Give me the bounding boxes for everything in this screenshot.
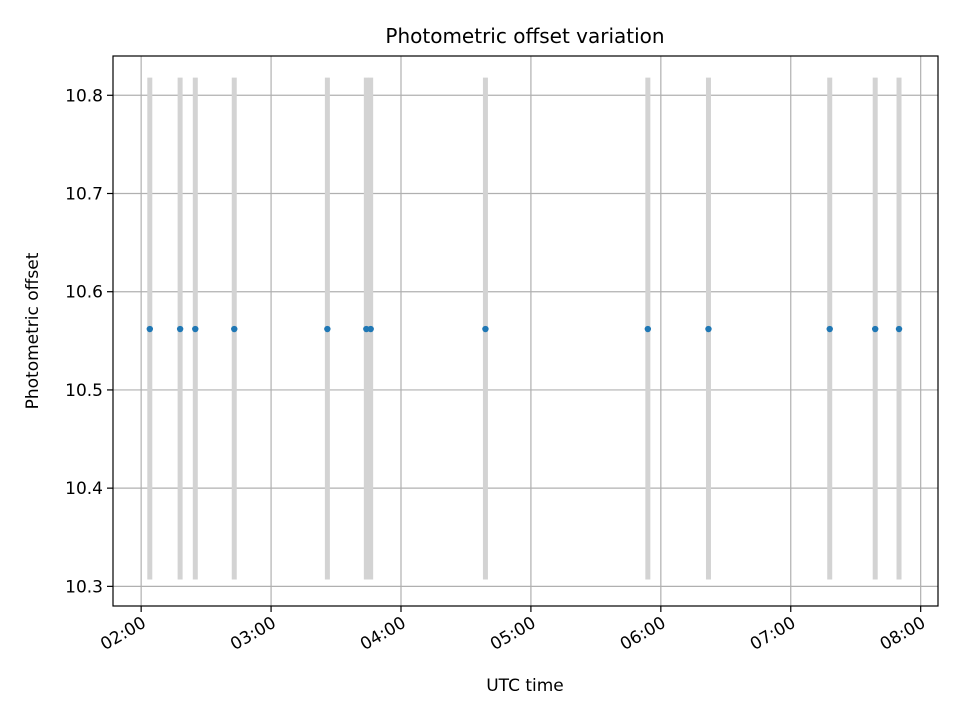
plot-area-frame	[112, 55, 939, 607]
y-tick-label: 10.8	[65, 86, 103, 106]
y-tick-label: 10.3	[65, 577, 103, 597]
data-point	[176, 325, 184, 333]
grid	[113, 56, 938, 606]
data-point	[324, 325, 331, 333]
data-points	[146, 325, 903, 333]
data-point	[895, 325, 903, 333]
data-point	[482, 325, 489, 333]
y-tick-label: 10.5	[65, 381, 103, 401]
y-tick-label: 10.4	[65, 479, 103, 499]
chart-title: Photometric offset variation	[385, 24, 664, 48]
y-axis-ticks: 10.3 10.4 10.5 10.6 10.7 10.8	[65, 86, 113, 597]
data-point	[872, 325, 879, 333]
data-point	[705, 325, 712, 333]
data-point	[367, 325, 374, 333]
data-point	[231, 325, 238, 333]
y-tick-label: 10.7	[65, 185, 103, 205]
x-axis-title: UTC time	[486, 676, 564, 696]
data-point	[644, 325, 652, 333]
y-axis-title: Photometric offset	[23, 252, 43, 409]
data-point	[192, 325, 199, 333]
data-point	[146, 325, 154, 333]
y-tick-label: 10.6	[65, 283, 103, 303]
data-point	[826, 325, 833, 333]
